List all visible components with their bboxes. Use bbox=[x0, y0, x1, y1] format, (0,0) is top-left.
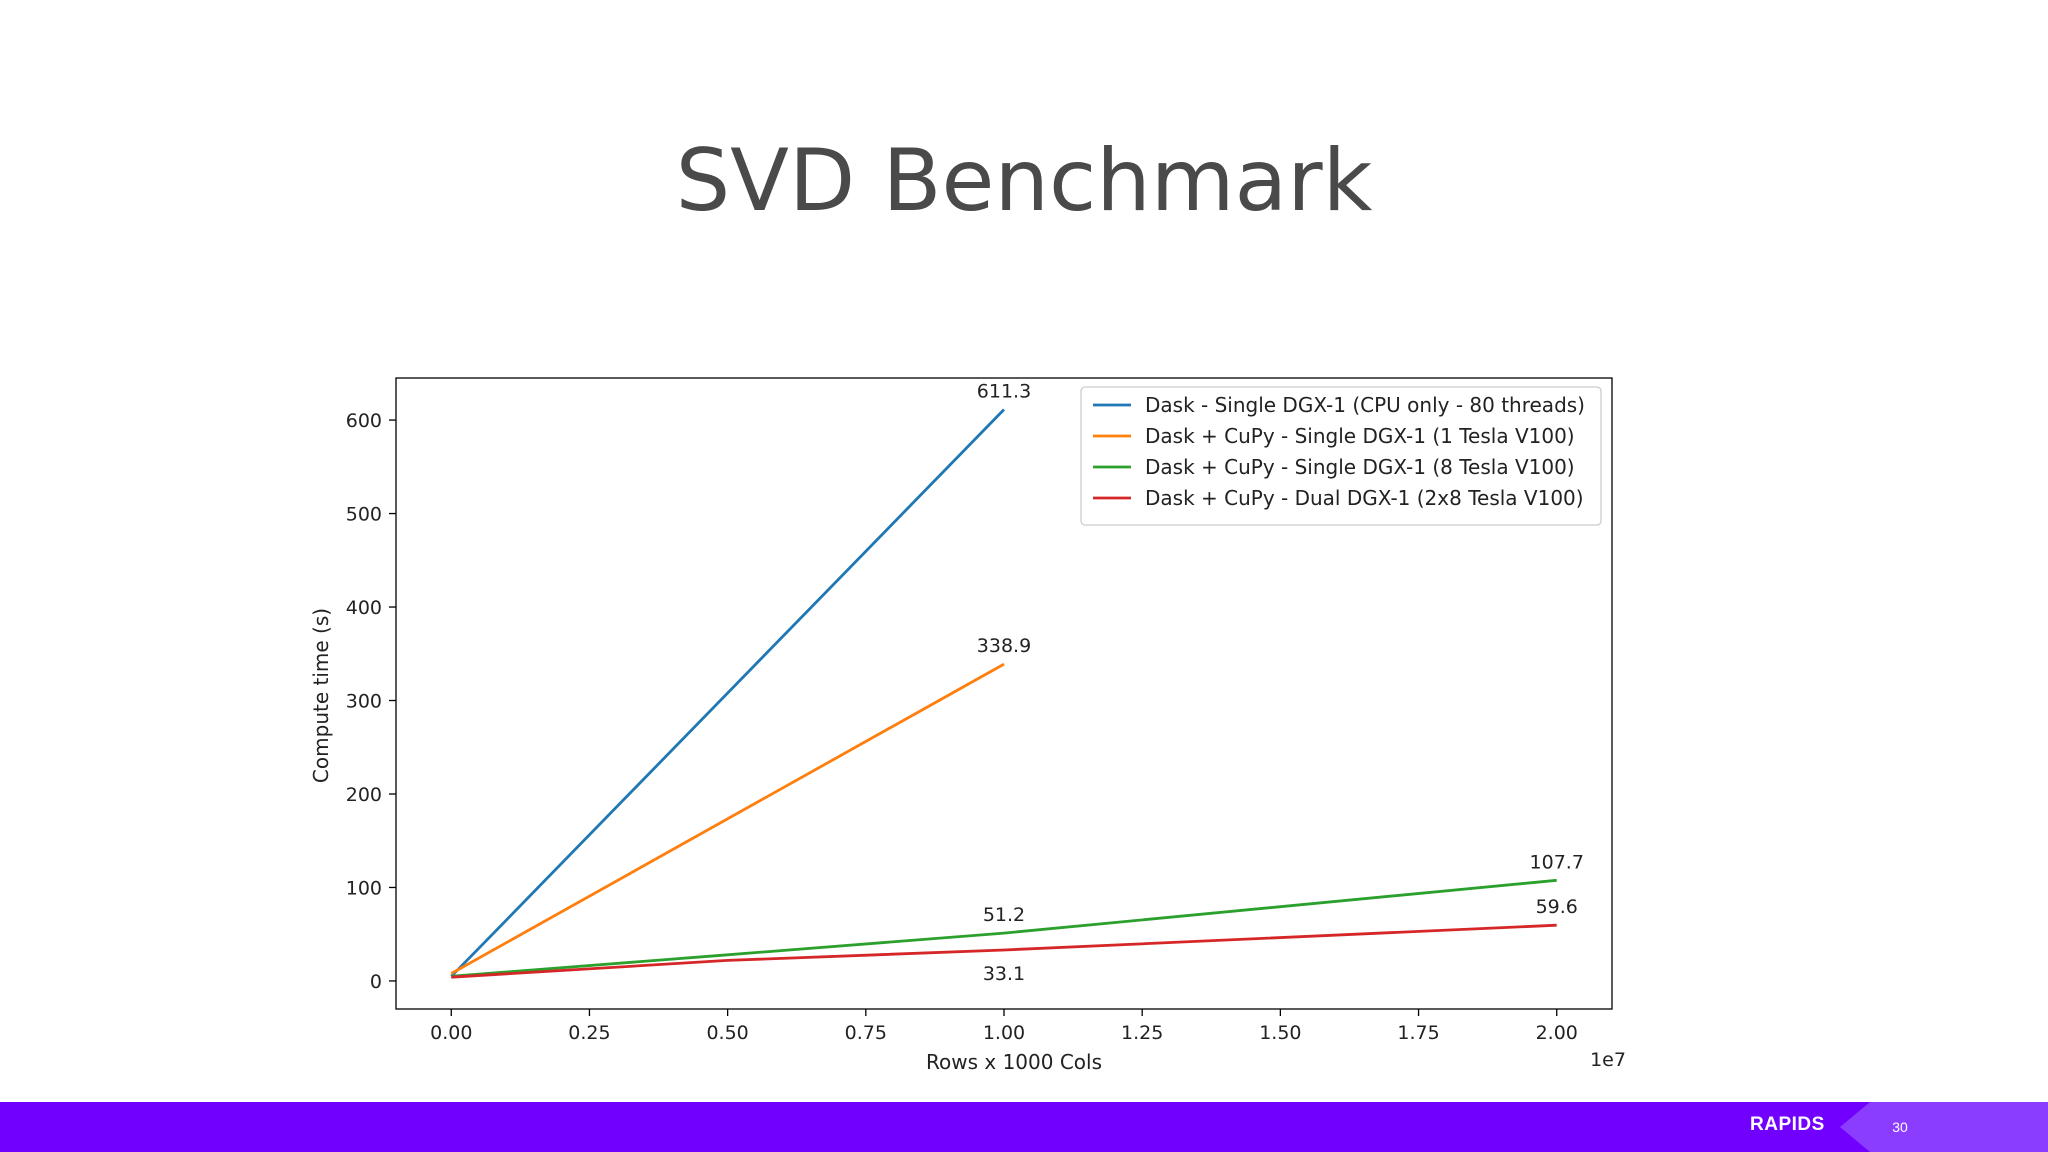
series-line-3 bbox=[451, 923, 1557, 979]
x-tick-label-8: 2.00 bbox=[1536, 1022, 1578, 1044]
y-tick-label-0: 0 bbox=[370, 971, 382, 993]
data-label-2: 51.2 bbox=[983, 904, 1025, 926]
legend-label-2: Dask + CuPy - Single DGX-1 (8 Tesla V100… bbox=[1145, 455, 1575, 479]
x-tick-label-5: 1.25 bbox=[1121, 1022, 1163, 1044]
footer-chevron bbox=[1840, 1102, 2048, 1152]
y-tick-label-1: 100 bbox=[346, 877, 382, 899]
y-tick-label-5: 500 bbox=[346, 504, 382, 526]
x-tick-label-4: 1.00 bbox=[983, 1022, 1025, 1044]
y-tick-label-6: 600 bbox=[346, 410, 382, 432]
page-number: 30 bbox=[1892, 1119, 1908, 1135]
y-tick-label-2: 200 bbox=[346, 784, 382, 806]
footer-bar bbox=[0, 1102, 2048, 1152]
y-tick-label-3: 300 bbox=[346, 691, 382, 713]
legend-label-1: Dask + CuPy - Single DGX-1 (1 Tesla V100… bbox=[1145, 424, 1575, 448]
data-label-1: 338.9 bbox=[977, 635, 1031, 657]
series-line-2 bbox=[451, 878, 1557, 978]
slide-title: SVD Benchmark bbox=[675, 131, 1373, 231]
x-axis-label: Rows x 1000 Cols bbox=[926, 1050, 1102, 1074]
series-line-0 bbox=[450, 408, 1006, 978]
svd-benchmark-chart: 0.00 0.25 0.50 0.75 1.00 1.25 1.50 1.75 2.00 0 100… bbox=[309, 377, 1626, 1074]
x-tick-label-1: 0.25 bbox=[568, 1022, 610, 1044]
x-offset-label: 1e7 bbox=[1590, 1049, 1626, 1071]
legend-label-0: Dask - Single DGX-1 (CPU only - 80 threa… bbox=[1145, 393, 1585, 417]
rapids-logo: RAPIDS bbox=[1750, 1114, 1825, 1135]
data-label-5: 59.6 bbox=[1536, 896, 1578, 918]
y-axis-label: Compute time (s) bbox=[309, 608, 333, 783]
x-tick-label-7: 1.75 bbox=[1397, 1022, 1439, 1044]
data-label-4: 107.7 bbox=[1530, 851, 1584, 873]
y-tick-label-4: 400 bbox=[346, 597, 382, 619]
series-line-1 bbox=[450, 662, 1005, 975]
x-tick-label-6: 1.50 bbox=[1259, 1022, 1301, 1044]
legend-box bbox=[1080, 386, 1602, 526]
legend-label-3: Dask + CuPy - Dual DGX-1 (2x8 Tesla V100… bbox=[1145, 486, 1584, 510]
x-tick-label-3: 0.75 bbox=[845, 1022, 887, 1044]
x-tick-label-0: 0.00 bbox=[430, 1022, 472, 1044]
data-label-3: 33.1 bbox=[983, 963, 1025, 985]
x-tick-label-2: 0.50 bbox=[706, 1022, 748, 1044]
data-label-0: 611.3 bbox=[977, 381, 1031, 403]
